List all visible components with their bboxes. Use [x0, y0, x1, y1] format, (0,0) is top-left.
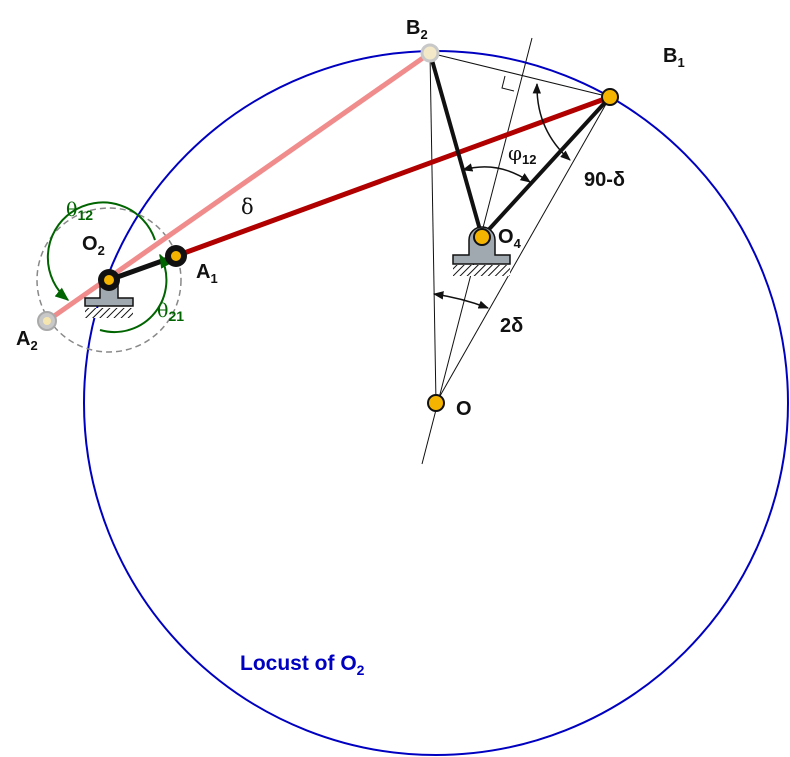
label-theta12: θ12	[66, 199, 93, 223]
label-a1: A1	[196, 261, 218, 286]
label-locus: Locust of O2	[240, 652, 365, 678]
pivot-o4	[473, 228, 491, 246]
phi12-arc	[461, 163, 531, 183]
label-b2: B2	[406, 17, 428, 42]
label-o2: O2	[82, 233, 105, 258]
theta12-arc	[46, 201, 156, 301]
crank-circle	[36, 207, 182, 353]
label-delta: δ	[241, 195, 254, 219]
pivot-a2-core	[43, 317, 51, 325]
ninety-minus-delta-arc	[532, 82, 571, 161]
rocker-o4-b2	[428, 52, 484, 238]
pivot-b2	[420, 43, 440, 63]
label-b1: B1	[663, 45, 685, 70]
label-phi12: φ12	[508, 141, 536, 167]
label-theta21: θ21	[157, 300, 184, 324]
label-o4: O4	[498, 226, 522, 251]
pivot-b1	[601, 88, 619, 106]
label-o: O	[456, 398, 472, 420]
pivot-o2-core	[104, 275, 114, 285]
pivot-o	[427, 394, 445, 412]
label-a2: A2	[16, 328, 38, 353]
link-a1-b1	[175, 94, 611, 259]
pivot-a1-core	[171, 251, 181, 261]
two-delta-arc	[432, 291, 489, 309]
label-two-delta: 2δ	[500, 315, 523, 337]
rocker-o4-b1	[480, 95, 612, 239]
construction-lines	[421, 37, 611, 465]
theta21-arc	[99, 253, 171, 333]
label-ninety-minus-delta: 90-δ	[584, 169, 625, 191]
